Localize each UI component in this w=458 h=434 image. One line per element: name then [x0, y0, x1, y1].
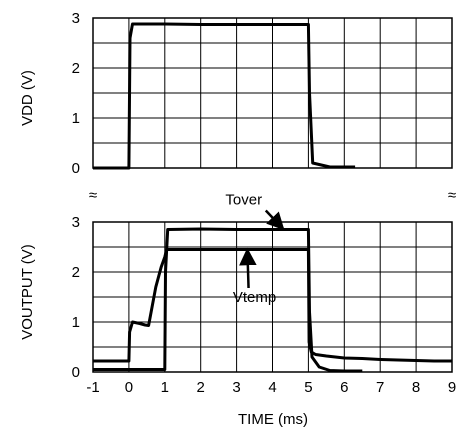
axis-break-mark-left: ≈: [89, 187, 97, 204]
y-tick-label: 0: [72, 364, 80, 381]
vdd-series: [93, 22, 356, 170]
x-tick-label: -1: [86, 379, 99, 396]
x-tick-label: 2: [197, 379, 205, 396]
plot-frame: [92, 17, 453, 169]
annotation-label-tover: Tover: [225, 192, 262, 209]
y-tick-label: 1: [72, 314, 80, 331]
x-tick-label: 3: [232, 379, 240, 396]
annotation-label-vtemp: Vtemp: [233, 289, 276, 306]
y-tick-label: 1: [72, 110, 80, 127]
voutput-y-ticks: 0 1 2 3: [72, 214, 80, 381]
annotation-arrow-vtemp: [239, 247, 257, 289]
series-line-vdd: [93, 22, 356, 170]
x-tick-label: 5: [304, 379, 312, 396]
x-tick-label: 8: [412, 379, 420, 396]
y-tick-label: 0: [72, 160, 80, 177]
x-tick-label: 4: [268, 379, 276, 396]
x-tick-label: 6: [340, 379, 348, 396]
annotations: Tover Vtemp: [225, 192, 285, 306]
vdd-y-axis-label: VDD (V): [19, 70, 36, 126]
x-tick-label: 7: [376, 379, 384, 396]
x-tick-label: 1: [161, 379, 169, 396]
y-tick-label: 3: [72, 214, 80, 231]
voutput-y-axis-label: VOUTPUT (V): [19, 244, 36, 340]
y-tick-label: 2: [72, 264, 80, 281]
x-tick-label: 9: [448, 379, 456, 396]
y-tick-label: 2: [72, 60, 80, 77]
time-x-axis-label: TIME (ms): [238, 411, 308, 428]
x-tick-label: 0: [125, 379, 133, 396]
vdd-y-ticks: 0 1 2 3: [72, 10, 80, 177]
vdd-panel: 0 1 2 3 VDD (V): [19, 10, 453, 177]
vdd-grid: [92, 17, 453, 169]
time-x-ticks: -1 0 1 2 3 4 5 6 7 8 9: [86, 379, 456, 396]
annotation-arrow-tover: [264, 209, 285, 231]
y-tick-label: 3: [72, 10, 80, 27]
series-line-vtemp: [93, 248, 452, 363]
axis-break-mark-right: ≈: [448, 187, 456, 204]
